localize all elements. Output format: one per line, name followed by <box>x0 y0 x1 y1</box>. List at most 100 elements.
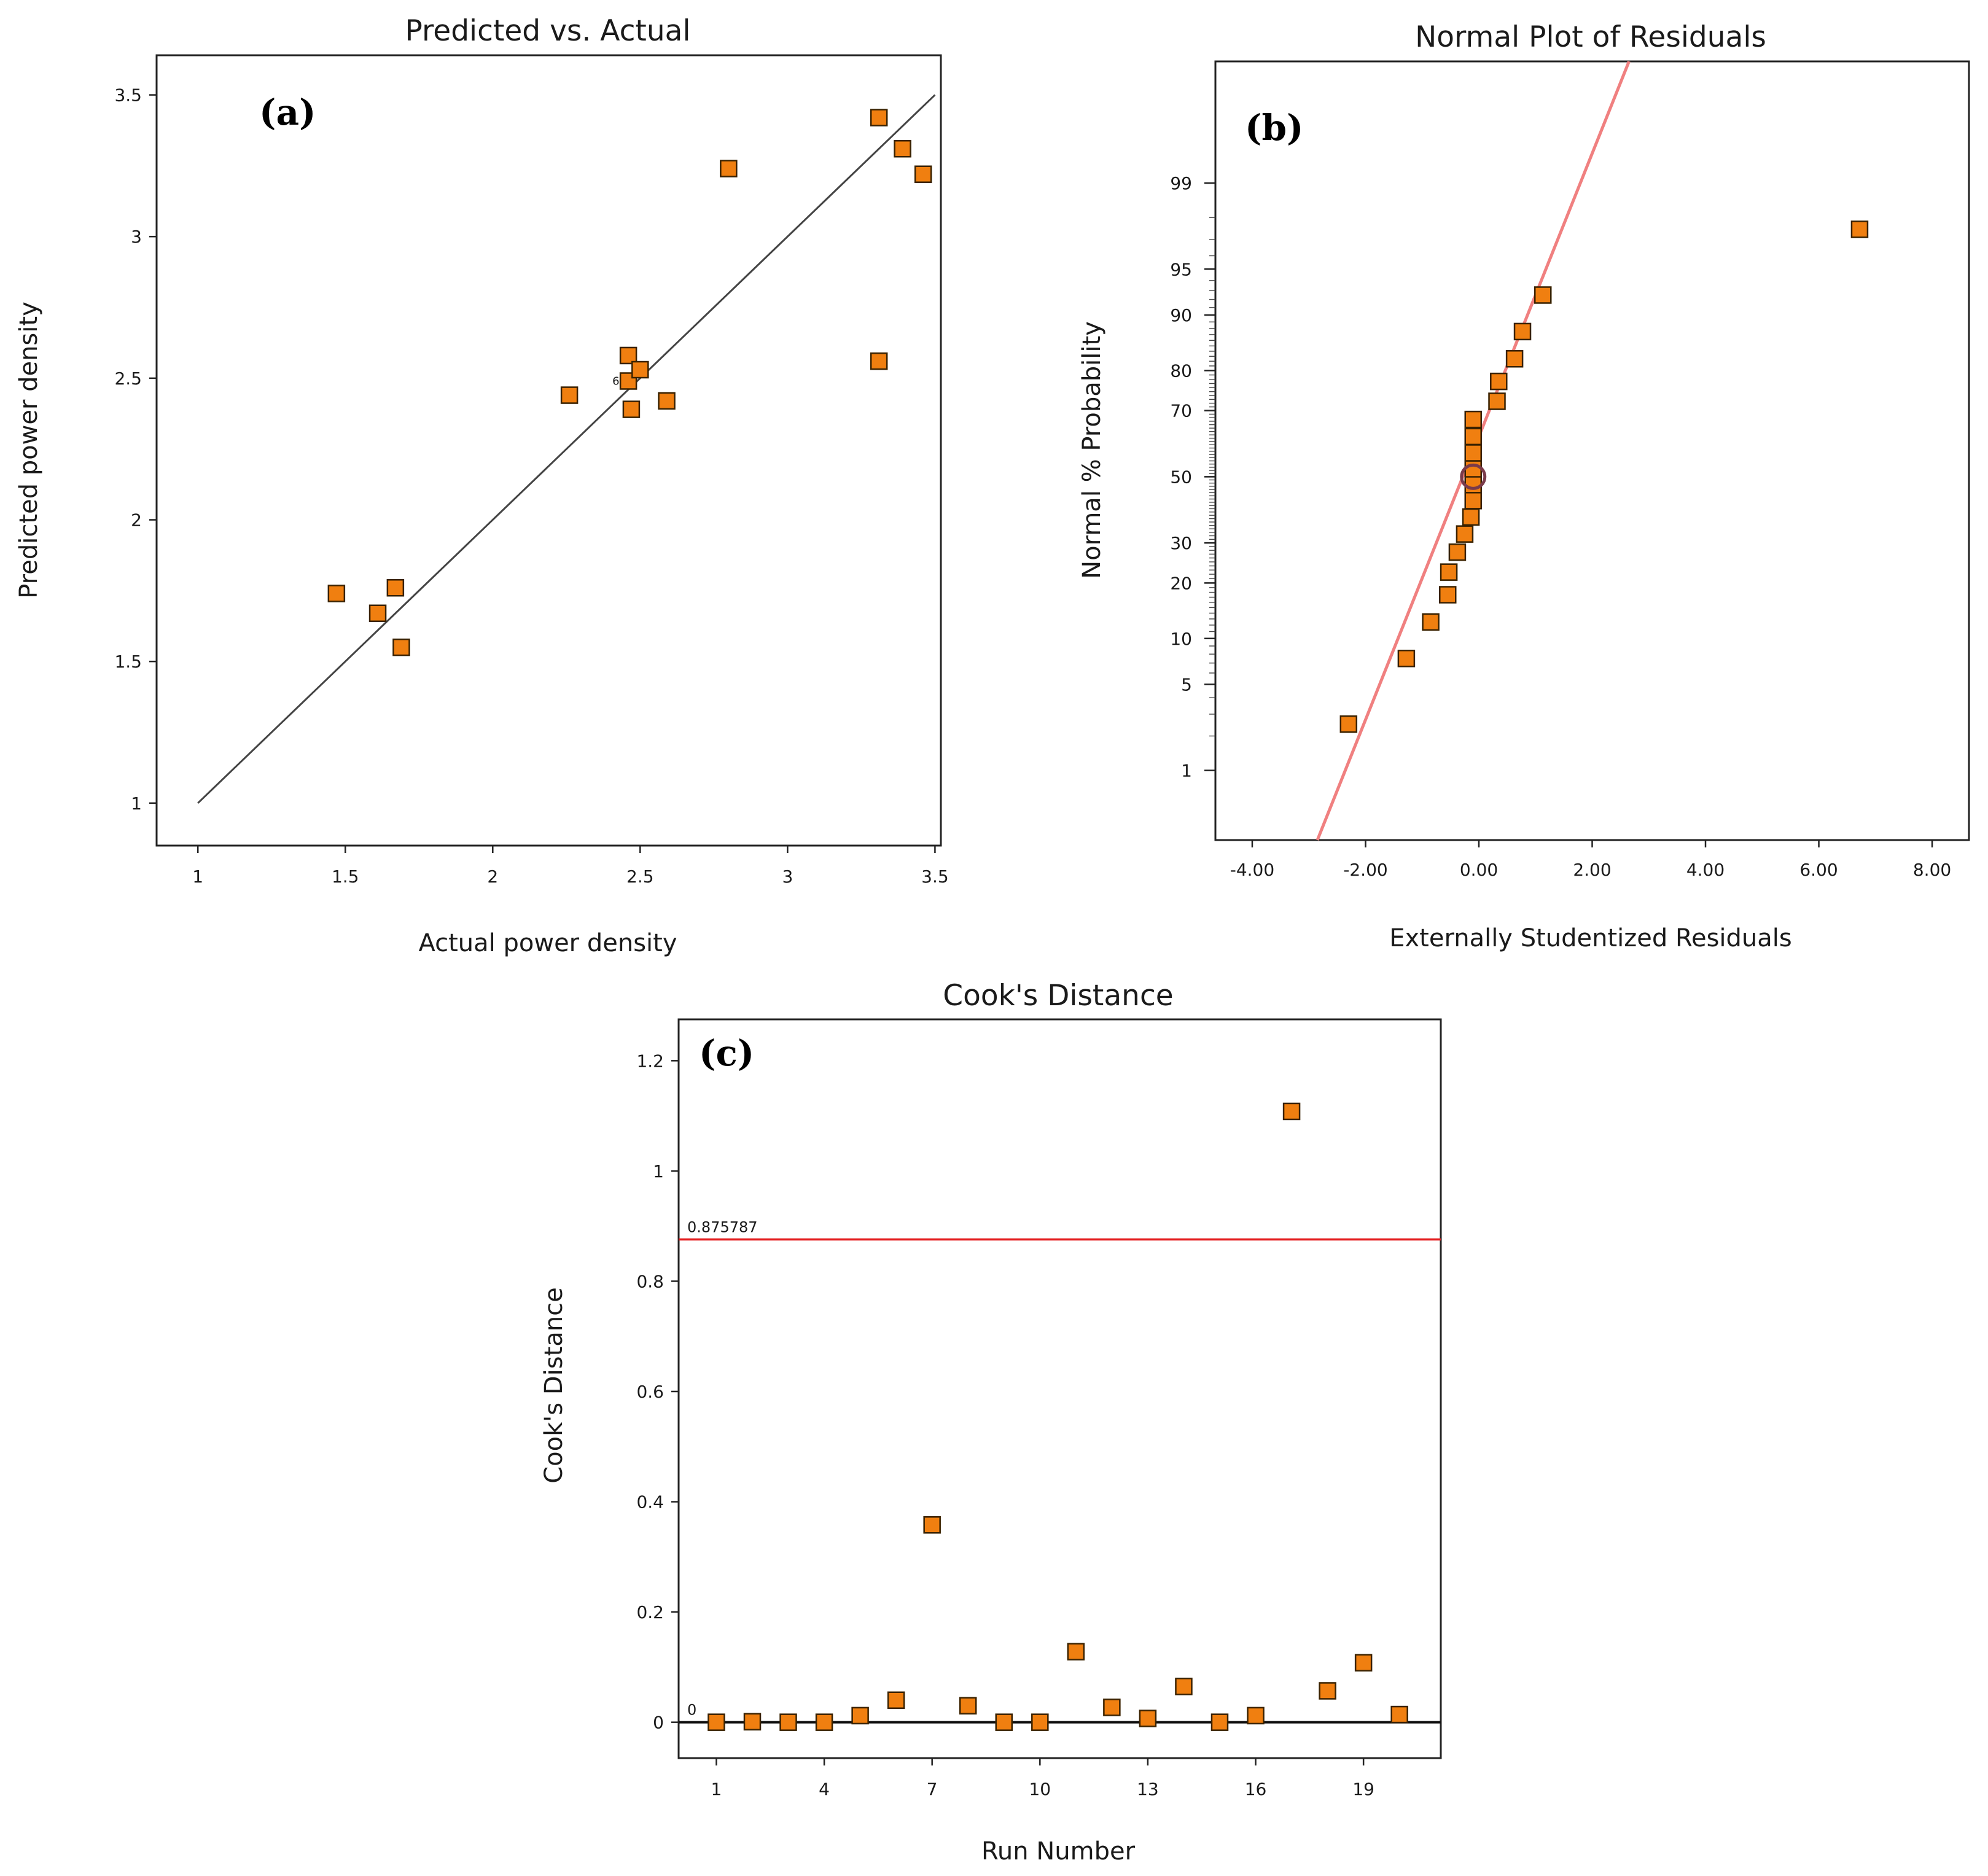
panel-a-x-tick-label: 3.5 <box>921 866 949 887</box>
panel-b-y-tick-label: 50 <box>1170 467 1192 487</box>
panel-b-y-tick-label: 70 <box>1170 401 1192 421</box>
panel-c-x-tick-label: 19 <box>1352 1779 1374 1799</box>
panel-b-data-point <box>1462 508 1480 526</box>
panel-b-highlight-circle <box>1460 463 1487 490</box>
panel-c-data-point <box>1282 1102 1301 1121</box>
panel-c-y-tick-label: 0 <box>653 1713 664 1733</box>
panel-a-data-point <box>914 165 932 183</box>
panel-a-x-tick-label: 2 <box>487 866 498 887</box>
panel-b-x-axis-label: Externally Studentized Residuals <box>1389 924 1792 952</box>
panel-a-data-point <box>720 160 738 177</box>
panel-c-data-point <box>743 1713 762 1730</box>
panel-b-y-tick-label: 5 <box>1181 674 1192 695</box>
panel-c-data-point <box>779 1713 797 1731</box>
panel-a-data-point <box>368 604 387 622</box>
panel-a-letter: (a) <box>259 91 316 133</box>
panel-b-data-point <box>1534 286 1552 304</box>
panel-b-x-tick-label: -4.00 <box>1230 860 1274 880</box>
panel-b-y-tick-label: 90 <box>1170 305 1192 325</box>
panel-c-data-point <box>1319 1682 1336 1700</box>
panel-b-x-tick-label: 2.00 <box>1573 860 1611 880</box>
panel-a-y-tick-label: 3 <box>131 227 142 247</box>
panel-a-y-tick-label: 2 <box>131 510 142 531</box>
panel-c-x-tick-label: 13 <box>1137 1779 1159 1799</box>
panel-c-x-axis-label: Run Number <box>981 1837 1136 1866</box>
panel-c-plot-frame <box>677 1018 1442 1759</box>
panel-b-data-point <box>1464 410 1483 429</box>
panel-b-marks <box>1316 61 1869 841</box>
panel-b-y-tick-label: 10 <box>1170 629 1192 649</box>
panel-a-x-ticks: 1 1.5 2 2.5 3 3.5 <box>192 846 949 887</box>
panel-a-data-point <box>327 585 346 602</box>
panel-b-y-tick-label: 95 <box>1170 259 1192 279</box>
panel-b-data-point <box>1505 350 1524 368</box>
panel-c-data-point <box>995 1713 1013 1731</box>
panel-c-y-axis-label: Cook's Distance <box>540 1287 568 1484</box>
panel-c-data-point <box>815 1713 833 1731</box>
panel-b-y-tick-label: 20 <box>1170 573 1192 593</box>
panel-b-y-tick-label: 99 <box>1170 173 1192 193</box>
panel-b-data-point <box>1464 460 1483 478</box>
panel-c-data-point <box>851 1707 869 1725</box>
panel-c-y-tick-label: 0.4 <box>636 1492 664 1512</box>
panel-c-data-point <box>1210 1713 1229 1731</box>
panel-b-data-point <box>1339 715 1358 733</box>
panel-b-x-tick-label: -2.00 <box>1343 860 1387 880</box>
panel-a-data-point <box>386 578 405 597</box>
panel-a-title: Predicted vs. Actual <box>405 14 691 48</box>
panel-c-x-tick-label: 1 <box>711 1779 722 1799</box>
panel-c-y-ticks: 0 0.2 0.4 0.6 0.8 1 1.2 <box>636 1051 679 1733</box>
panel-b-y-tick-label: 80 <box>1170 360 1192 381</box>
panel-a-data-point <box>870 109 888 126</box>
panel-b-data-point <box>1850 220 1869 238</box>
panel-b-y-tick-label: 1 <box>1181 761 1192 781</box>
panel-b-data-point <box>1438 586 1457 604</box>
panel-b-data-point <box>1464 427 1483 446</box>
panel-a-marks: 6 <box>197 94 936 804</box>
panel-c-data-point <box>923 1516 941 1534</box>
panel-c-x-tick-label: 7 <box>927 1779 938 1799</box>
panel-a-data-point <box>894 139 911 158</box>
panel-b-data-point <box>1448 543 1467 561</box>
panel-a-y-ticks: 1 1.5 2 2.5 3 3.5 <box>114 85 157 814</box>
panel-a-y-axis-label: Predicted power density <box>15 302 43 599</box>
panel-b-normal-plot: Normal Plot of Residuals (b) Externally … <box>1078 20 1970 952</box>
panel-c-data-point <box>1031 1713 1049 1731</box>
panel-b-data-point <box>1464 444 1483 462</box>
panel-c-marks: 0.875787 0 <box>679 1102 1441 1731</box>
panel-c-data-point <box>1139 1710 1157 1727</box>
panel-a-x-tick-label: 2.5 <box>626 866 654 887</box>
panel-a-y-tick-label: 1.5 <box>114 652 142 672</box>
panel-b-y-axis-label: Normal % Probability <box>1078 321 1106 579</box>
panel-c-x-tick-label: 4 <box>819 1779 830 1799</box>
panel-b-data-point <box>1490 372 1508 391</box>
panel-a-y-tick-label: 2.5 <box>114 368 142 389</box>
panel-b-y-tick-label: 30 <box>1170 533 1192 553</box>
panel-c-x-tick-label: 16 <box>1245 1779 1267 1799</box>
panel-c-y-tick-label: 0.2 <box>636 1602 664 1622</box>
panel-c-data-point <box>707 1713 725 1731</box>
panel-c-y-tick-label: 1.2 <box>636 1051 664 1071</box>
panel-b-letter: (b) <box>1245 107 1303 149</box>
panel-c-cooks-distance: Cook's Distance (c) Run Number Cook's Di… <box>540 979 1442 1866</box>
panel-c-x-ticks: 1 4 7 10 13 16 19 <box>711 1758 1374 1799</box>
panel-b-data-point <box>1440 563 1458 581</box>
panel-b-data-point <box>1464 492 1483 510</box>
panel-c-data-point <box>959 1697 977 1714</box>
panel-b-data-point <box>1513 322 1532 341</box>
panel-c-data-point <box>1390 1705 1408 1724</box>
panel-c-letter: (c) <box>699 1032 754 1074</box>
panel-c-threshold-label: 0.875787 <box>687 1218 758 1236</box>
panel-b-data-point <box>1488 392 1506 410</box>
panel-b-title: Normal Plot of Residuals <box>1415 20 1766 54</box>
panel-a-y-tick-label: 3.5 <box>114 85 142 106</box>
panel-a-data-point <box>560 386 579 404</box>
panel-c-y-tick-label: 0.8 <box>636 1271 664 1291</box>
panel-c-data-point <box>1247 1707 1265 1725</box>
panel-c-data-point <box>1354 1654 1373 1672</box>
panel-a-data-point <box>658 392 676 410</box>
panel-b-y-ticks: 1 5 10 20 30 50 70 80 90 95 99 <box>1170 173 1215 781</box>
panel-c-y-tick-label: 0.6 <box>636 1382 664 1402</box>
